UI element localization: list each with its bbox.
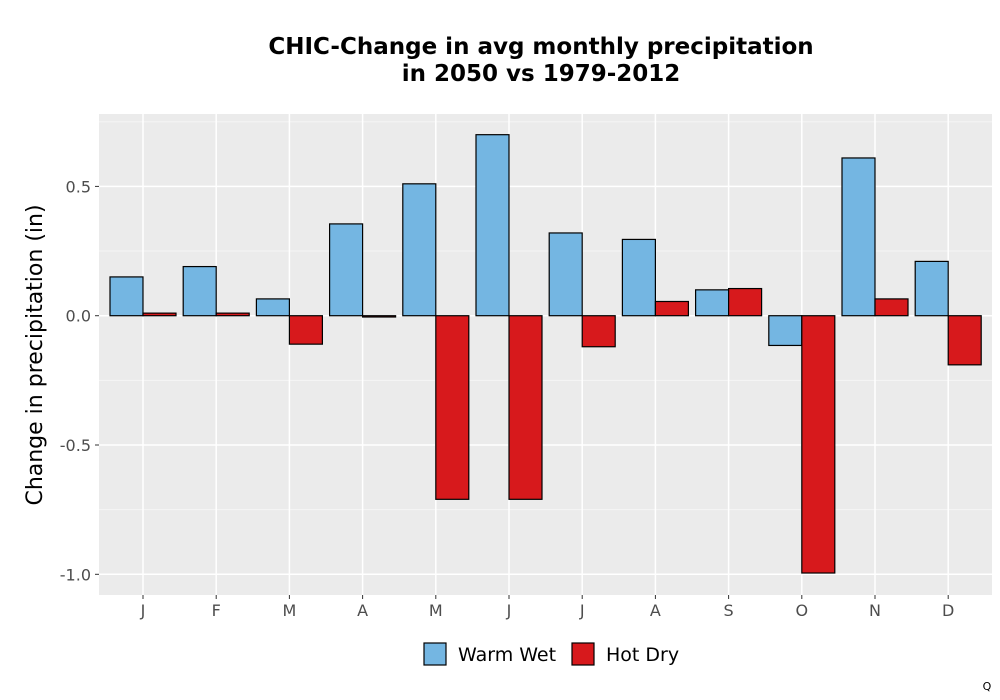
x-tick-label: F <box>212 601 221 620</box>
bar-warm-wet-7 <box>621 238 657 317</box>
bar-hot-dry-9 <box>801 315 836 574</box>
y-tick-label: -1.0 <box>60 565 91 584</box>
x-tick-label: D <box>942 601 954 620</box>
x-tick-label: S <box>724 601 734 620</box>
bar-hot-dry-0 <box>142 312 177 317</box>
bar-hot-dry-6 <box>581 315 616 348</box>
bar-warm-wet-8 <box>694 289 730 317</box>
legend-label-warm-wet: Warm Wet <box>458 644 556 666</box>
bar-warm-wet-11 <box>914 260 949 317</box>
bar-hot-dry-8 <box>727 287 763 317</box>
y-tick-label: -0.5 <box>60 436 91 455</box>
bar-warm-wet-5 <box>475 134 510 317</box>
bars <box>109 134 982 574</box>
legend-label-hot-dry: Hot Dry <box>606 644 679 666</box>
bar-warm-wet-6 <box>548 232 583 317</box>
bar-hot-dry-10 <box>874 298 909 317</box>
corner-mark: Q <box>983 680 992 693</box>
x-tick-label: A <box>650 601 661 620</box>
legend-key-hot-dry <box>571 642 595 666</box>
y-axis-ticks: -1.0 -0.5 0.0 0.5 <box>60 177 99 584</box>
bar-hot-dry-1 <box>215 312 250 317</box>
x-tick-label: J <box>506 601 512 620</box>
x-tick-label: N <box>869 601 881 620</box>
x-tick-label: M <box>429 601 443 620</box>
x-tick-label: O <box>796 601 809 620</box>
bar-hot-dry-5 <box>508 315 543 500</box>
legend: Warm Wet Hot Dry <box>423 642 679 666</box>
bar-hot-dry-2 <box>288 315 323 345</box>
bar-warm-wet-2 <box>255 298 290 317</box>
bar-hot-dry-11 <box>947 315 982 366</box>
y-tick-label: 0.0 <box>66 307 91 326</box>
bar-hot-dry-7 <box>654 300 690 317</box>
bar-hot-dry-3 <box>362 315 397 318</box>
x-tick-label: A <box>357 601 368 620</box>
x-tick-label: J <box>579 601 585 620</box>
bar-warm-wet-10 <box>841 157 876 317</box>
bar-hot-dry-4 <box>435 315 470 500</box>
chart-title-line1: CHIC-Change in avg monthly precipitation <box>268 34 813 60</box>
chart-title-line2: in 2050 vs 1979-2012 <box>402 61 681 87</box>
major-gridlines <box>99 114 992 595</box>
bar-warm-wet-9 <box>768 315 803 347</box>
y-tick-label: 0.5 <box>66 177 91 196</box>
bar-warm-wet-4 <box>402 183 437 317</box>
bar-warm-wet-0 <box>109 276 144 317</box>
bar-warm-wet-1 <box>182 265 217 317</box>
y-axis-label: Change in precipitation (in) <box>23 204 48 505</box>
x-tick-label: M <box>282 601 296 620</box>
x-tick-label: J <box>140 601 146 620</box>
legend-key-warm-wet <box>423 642 447 666</box>
bar-warm-wet-3 <box>329 223 364 317</box>
